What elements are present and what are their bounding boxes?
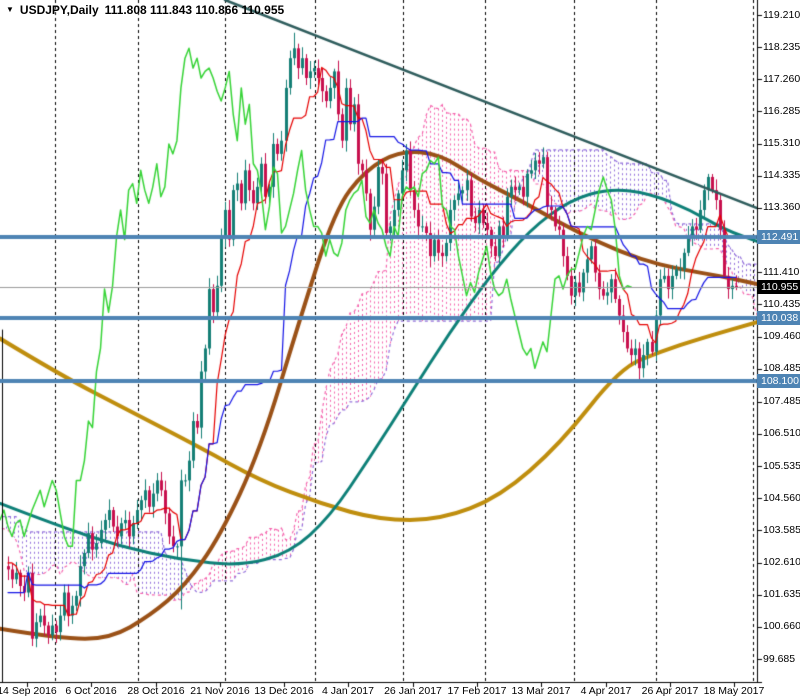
price-level-badge: 108.100	[757, 374, 800, 389]
symbol-period-label: USDJPY,Daily	[19, 3, 99, 17]
current-price-badge: 110.955	[757, 280, 800, 295]
date-tick-label: 21 Nov 2016	[190, 685, 250, 697]
price-tick-label: 109.460	[763, 330, 800, 343]
price-level-badge: 112.491	[757, 229, 800, 244]
ohlc-values-label: 111.808 111.843 110.866 110.955	[104, 3, 285, 17]
date-tick-label: 6 Oct 2016	[65, 685, 117, 697]
date-tick-label: 13 Mar 2017	[511, 685, 571, 697]
price-tick-label: 114.335	[763, 169, 800, 182]
price-tick-label: 115.310	[763, 137, 800, 150]
date-tick-label: 4 Apr 2017	[580, 685, 632, 697]
date-tick-label: 14 Sep 2016	[0, 685, 57, 697]
price-tick-label: 119.210	[763, 8, 800, 21]
price-tick-label: 102.610	[763, 556, 800, 569]
price-tick-label: 113.360	[763, 201, 800, 214]
price-tick-label: 104.560	[763, 491, 800, 504]
date-tick-label: 28 Oct 2016	[127, 685, 185, 697]
date-tick-label: 26 Apr 2017	[641, 685, 699, 697]
date-tick-label: 18 May 2017	[703, 685, 765, 697]
date-tick-label: 17 Feb 2017	[447, 685, 507, 697]
price-tick-label: 110.435	[763, 297, 800, 310]
price-tick-label: 107.485	[763, 395, 800, 408]
price-tick-label: 99.685	[763, 652, 796, 665]
price-tick-label: 103.585	[763, 523, 800, 536]
price-tick-label: 108.485	[763, 362, 800, 375]
price-level-badge: 110.038	[757, 310, 800, 325]
price-tick-label: 101.635	[763, 588, 800, 601]
price-tick-label: 106.510	[763, 427, 800, 440]
price-tick-label: 118.235	[763, 40, 800, 53]
price-tick-label: 117.260	[763, 72, 800, 85]
symbol-dropdown-icon[interactable]: ▼	[6, 5, 14, 14]
price-tick-label: 116.285	[763, 104, 800, 117]
price-tick-label: 105.535	[763, 459, 800, 472]
date-tick-label: 26 Jan 2017	[384, 685, 442, 697]
chart-title: ▼ USDJPY,Daily 111.808 111.843 110.866 1…	[6, 3, 284, 17]
date-tick-label: 13 Dec 2016	[254, 685, 314, 697]
date-tick-label: 4 Jan 2017	[322, 685, 374, 697]
price-tick-label: 111.410	[763, 265, 800, 278]
price-tick-label: 100.660	[763, 620, 800, 633]
